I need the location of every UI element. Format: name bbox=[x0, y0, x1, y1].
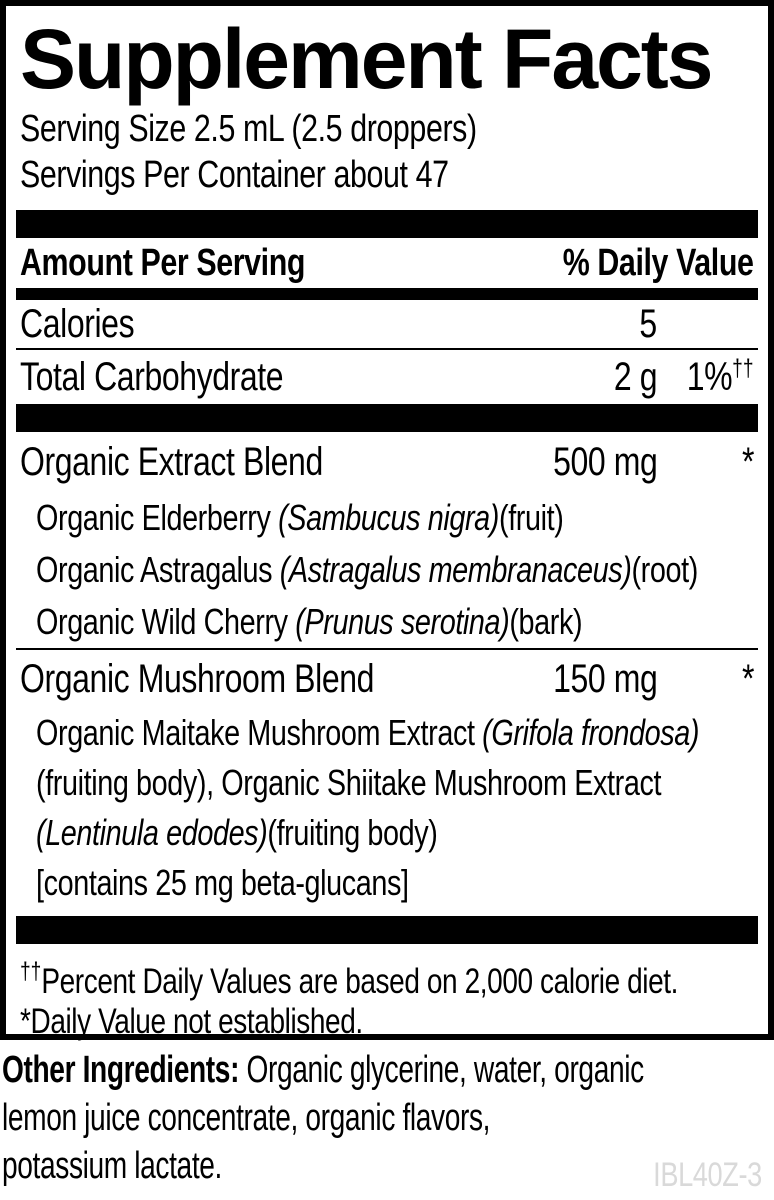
panel-title: Supplement Facts bbox=[20, 12, 713, 106]
nutrient-name: Calories bbox=[20, 301, 135, 346]
footnote-dv-not-established: *Daily Value not established. bbox=[20, 1002, 363, 1041]
servings-per-container-text: Servings Per Container about 47 bbox=[20, 154, 449, 196]
blend-ingredient-line: (fruiting body), Organic Shiitake Mushro… bbox=[36, 762, 662, 803]
serving-info: Serving Size 2.5 mL (2.5 droppers) Servi… bbox=[20, 106, 754, 198]
nutrient-daily-value: 1%†† bbox=[687, 354, 754, 399]
nutrient-name: Total Carbohydrate bbox=[20, 354, 284, 399]
other-ingredients-label: Other Ingredients: bbox=[2, 1049, 240, 1091]
product-code: IBL40Z-3 bbox=[653, 1156, 762, 1194]
row-divider bbox=[16, 348, 758, 350]
nutrient-row-calories: Calories 5 bbox=[20, 300, 754, 348]
section-divider-top bbox=[16, 210, 758, 238]
amount-per-serving-header: Amount Per Serving bbox=[20, 241, 306, 284]
blend-amount: 500 mg bbox=[553, 439, 658, 484]
footnote-daily-values: ††Percent Daily Values are based on 2,00… bbox=[20, 958, 679, 1001]
blend-daily-value-asterisk: * bbox=[741, 439, 754, 484]
blend-ingredient-line: Organic Elderberry (Sambucus nigra)(frui… bbox=[36, 497, 564, 538]
blend-daily-value-asterisk: * bbox=[741, 656, 754, 701]
servings-per-container-line: Servings Per Container about 47 bbox=[20, 152, 754, 198]
serving-size-text: Serving Size 2.5 mL (2.5 droppers) bbox=[20, 108, 477, 150]
dagger-superscript: †† bbox=[20, 958, 42, 985]
nutrient-amount: 5 bbox=[639, 301, 658, 346]
blend-name: Organic Mushroom Blend bbox=[20, 656, 375, 701]
other-ingredients: Other Ingredients: Organic glycerine, wa… bbox=[2, 1046, 772, 1190]
nutrient-amount: 2 g bbox=[613, 354, 658, 399]
section-divider-blends bbox=[16, 404, 758, 432]
dagger-superscript: †† bbox=[732, 354, 754, 382]
blend-ingredient-line: [contains 25 mg beta-glucans] bbox=[36, 862, 409, 903]
daily-value-header: % Daily Value bbox=[563, 241, 754, 284]
supplement-facts-panel: Supplement Facts Serving Size 2.5 mL (2.… bbox=[0, 0, 774, 1042]
blend-ingredient-line: Organic Astragalus (Astragalus membranac… bbox=[36, 549, 698, 590]
column-header-row: Amount Per Serving % Daily Value bbox=[20, 238, 754, 288]
blend-amount: 150 mg bbox=[553, 656, 658, 701]
other-ingredients-line: Other Ingredients: Organic glycerine, wa… bbox=[2, 1049, 644, 1091]
blend-ingredient-line: (Lentinula edodes)(fruiting body) bbox=[36, 812, 438, 853]
blend-row-extract: Organic Extract Blend 500 mg * bbox=[20, 432, 754, 492]
blend-name: Organic Extract Blend bbox=[20, 439, 323, 484]
other-ingredients-line: potassium lactate. bbox=[2, 1145, 222, 1187]
nutrient-daily-value bbox=[657, 302, 754, 347]
blend-ingredient-line: Organic Maitake Mushroom Extract (Grifol… bbox=[36, 712, 700, 753]
blend-row-mushroom: Organic Mushroom Blend 150 mg * bbox=[20, 650, 754, 708]
serving-size-line: Serving Size 2.5 mL (2.5 droppers) bbox=[20, 106, 754, 152]
section-divider-footnotes bbox=[16, 916, 758, 944]
blend-ingredient-line: Organic Wild Cherry (Prunus serotina)(ba… bbox=[36, 601, 583, 642]
row-divider bbox=[16, 648, 758, 650]
footnotes: ††Percent Daily Values are based on 2,00… bbox=[20, 944, 754, 1042]
nutrient-row-total-carbohydrate: Total Carbohydrate 2 g 1%†† bbox=[20, 350, 754, 404]
other-ingredients-line: lemon juice concentrate, organic flavors… bbox=[2, 1097, 491, 1139]
header-divider bbox=[16, 288, 758, 300]
